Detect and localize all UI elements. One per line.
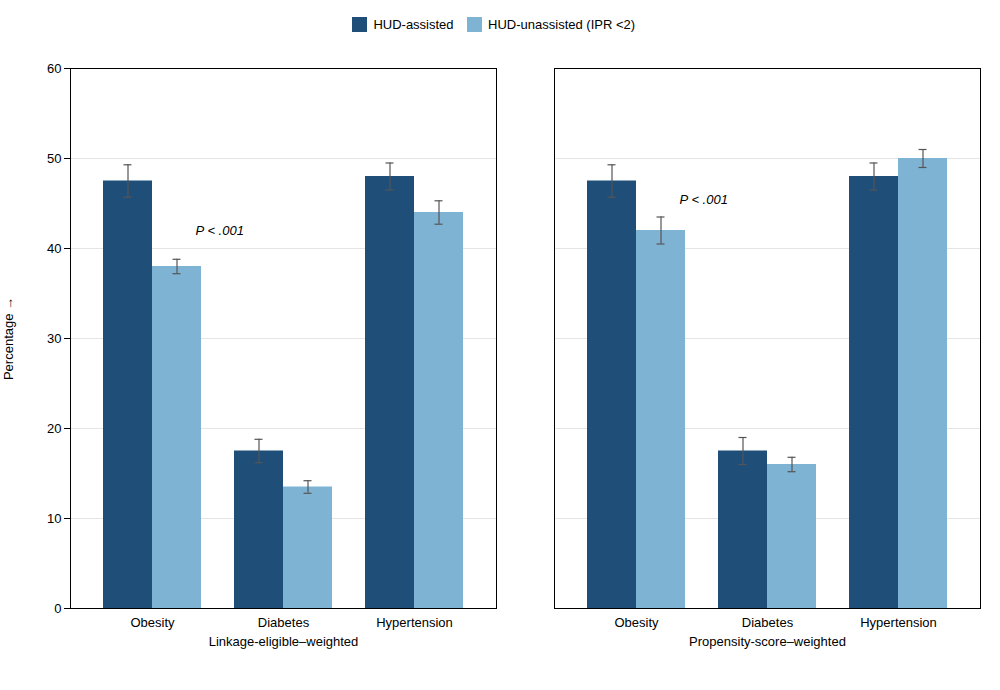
svg-text:Linkage-eligible–weighted: Linkage-eligible–weighted — [209, 633, 359, 648]
svg-text:P < .001: P < .001 — [680, 191, 728, 206]
svg-text:20: 20 — [47, 420, 61, 435]
html-text:HUD-assisted: HUD-assisted — [373, 17, 454, 32]
svg-text:60: 60 — [47, 60, 61, 75]
svg-text:10: 10 — [47, 510, 61, 525]
svg-text:Propensity-score–weighted: Propensity-score–weighted — [689, 633, 846, 648]
svg-text:0: 0 — [54, 600, 61, 615]
svg-text:Diabetes: Diabetes — [742, 614, 794, 629]
svg-text:Hypertension: Hypertension — [376, 614, 453, 629]
svg-text:Diabetes: Diabetes — [258, 614, 310, 629]
svg-text:40: 40 — [47, 240, 61, 255]
svg-text:Obesity: Obesity — [614, 614, 659, 629]
svg-text:Percentage →: Percentage → — [1, 296, 16, 379]
svg-text:P < .001: P < .001 — [196, 223, 244, 238]
svg-text:Obesity: Obesity — [130, 614, 175, 629]
svg-text:50: 50 — [47, 150, 61, 165]
svg-text:Hypertension: Hypertension — [860, 614, 937, 629]
html-text:HUD-unassisted (IPR <2): HUD-unassisted (IPR <2) — [488, 17, 636, 32]
svg-text:30: 30 — [47, 330, 61, 345]
